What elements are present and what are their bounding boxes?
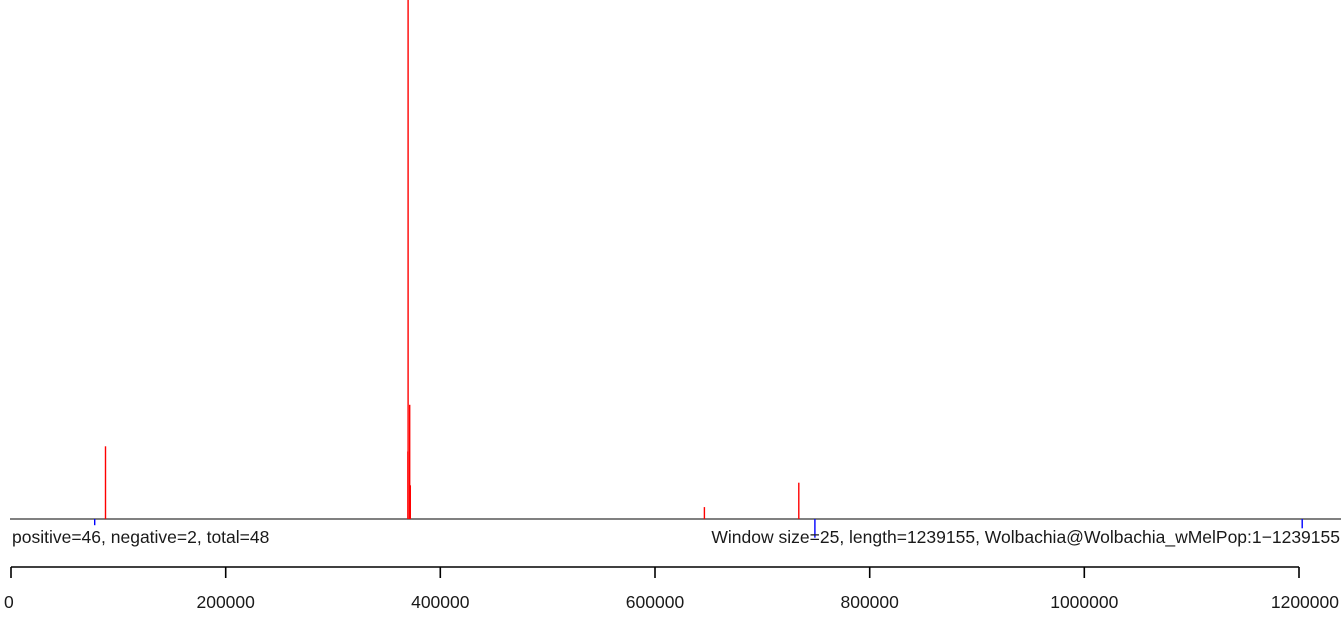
x-tick-label-6: 1000000 [1050,592,1118,612]
info-label: Window size=25, length=1239155, Wolbachi… [711,527,1340,548]
x-tick-label-1: 0 [4,592,14,612]
x-tick-label-2: 200000 [196,592,255,612]
x-tick-label-5: 800000 [840,592,899,612]
stats-label: positive=46, negative=2, total=48 [12,527,269,547]
bars-layer [93,0,1303,538]
x-tick-label-4: 600000 [626,592,685,612]
x-axis-ticks: 0 200000 400000 600000 800000 1000000 1200000 [4,567,1339,612]
x-tick-label-3: 400000 [411,592,470,612]
x-tick-label-7: 1200000 [1271,592,1339,612]
